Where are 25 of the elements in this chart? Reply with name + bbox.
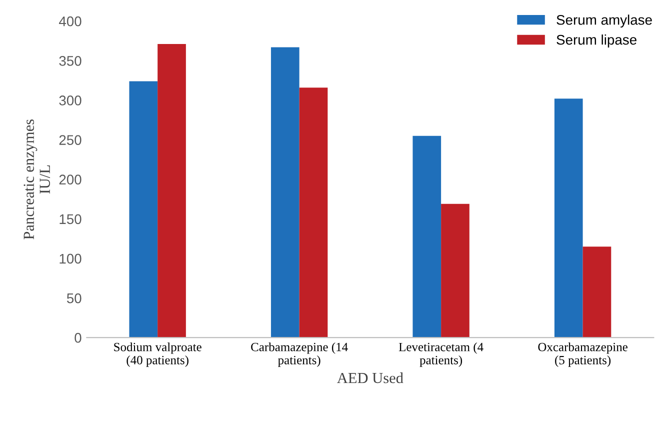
- bar: [129, 81, 158, 338]
- bar: [270, 47, 300, 338]
- bar: [299, 88, 328, 338]
- x-tick-label: Levetiracetam (4 patients): [398, 342, 484, 367]
- legend-label: Serum amylase: [556, 14, 652, 28]
- y-tick-label: 300: [59, 96, 82, 106]
- y-tick-label: 250: [59, 135, 82, 145]
- x-tick-label: Oxcarbamazepine (5 patients): [538, 342, 628, 367]
- x-tick-label: Carbamazepine (14 patients): [251, 342, 348, 367]
- bar: [412, 136, 442, 338]
- y-tick-label: 400: [58, 16, 82, 26]
- y-tick-label: 100: [60, 254, 82, 264]
- legend-label: Serum lipase: [556, 34, 636, 48]
- bar: [582, 246, 612, 338]
- y-tick-label: 0: [74, 332, 82, 343]
- y-axis-title: Pancreatic enzymes IU/L: [24, 119, 50, 240]
- x-axis-title: AED Used: [337, 372, 404, 384]
- y-tick-label: 350: [59, 56, 82, 66]
- bar: [158, 44, 186, 338]
- bar: [441, 204, 470, 338]
- y-tick-label: 150: [60, 214, 82, 224]
- y-tick-label: 50: [66, 293, 82, 304]
- bar: [554, 98, 583, 338]
- x-tick-label: Sodium valproate (40 patients): [114, 342, 202, 367]
- y-tick-label: 200: [59, 174, 82, 185]
